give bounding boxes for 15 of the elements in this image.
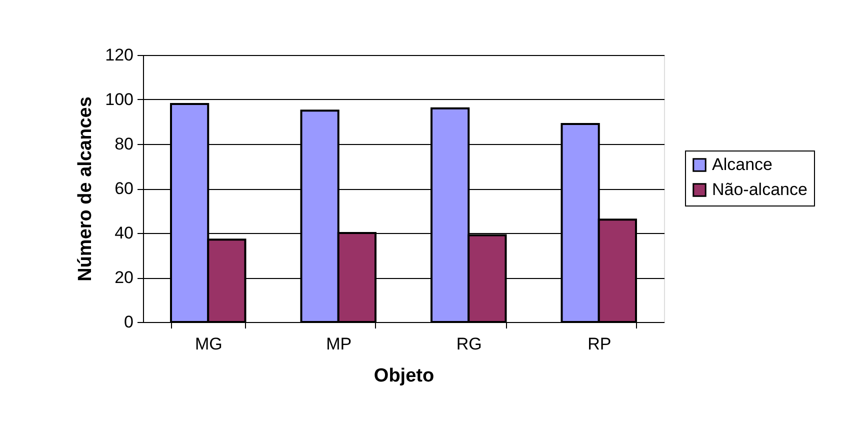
- y-axis-title: Número de alcances: [75, 96, 96, 282]
- y-tick-label: 20: [114, 268, 134, 287]
- x-axis-title: Objeto: [374, 366, 434, 386]
- legend-label: Não-alcance: [712, 180, 808, 199]
- y-tick-label: 120: [105, 46, 134, 64]
- x-tick-label: RG: [456, 334, 482, 354]
- x-tick-label: MG: [194, 334, 222, 354]
- y-tick-label: 100: [105, 90, 134, 109]
- x-tick-label: RP: [588, 334, 612, 354]
- y-tick-label: 0: [124, 312, 134, 332]
- y-tick-label: 80: [114, 134, 134, 154]
- y-tick-label: 60: [114, 179, 134, 198]
- y-tick-label: 40: [114, 224, 134, 242]
- legend-label: Alcance: [712, 155, 772, 174]
- x-tick-label: MP: [326, 334, 352, 354]
